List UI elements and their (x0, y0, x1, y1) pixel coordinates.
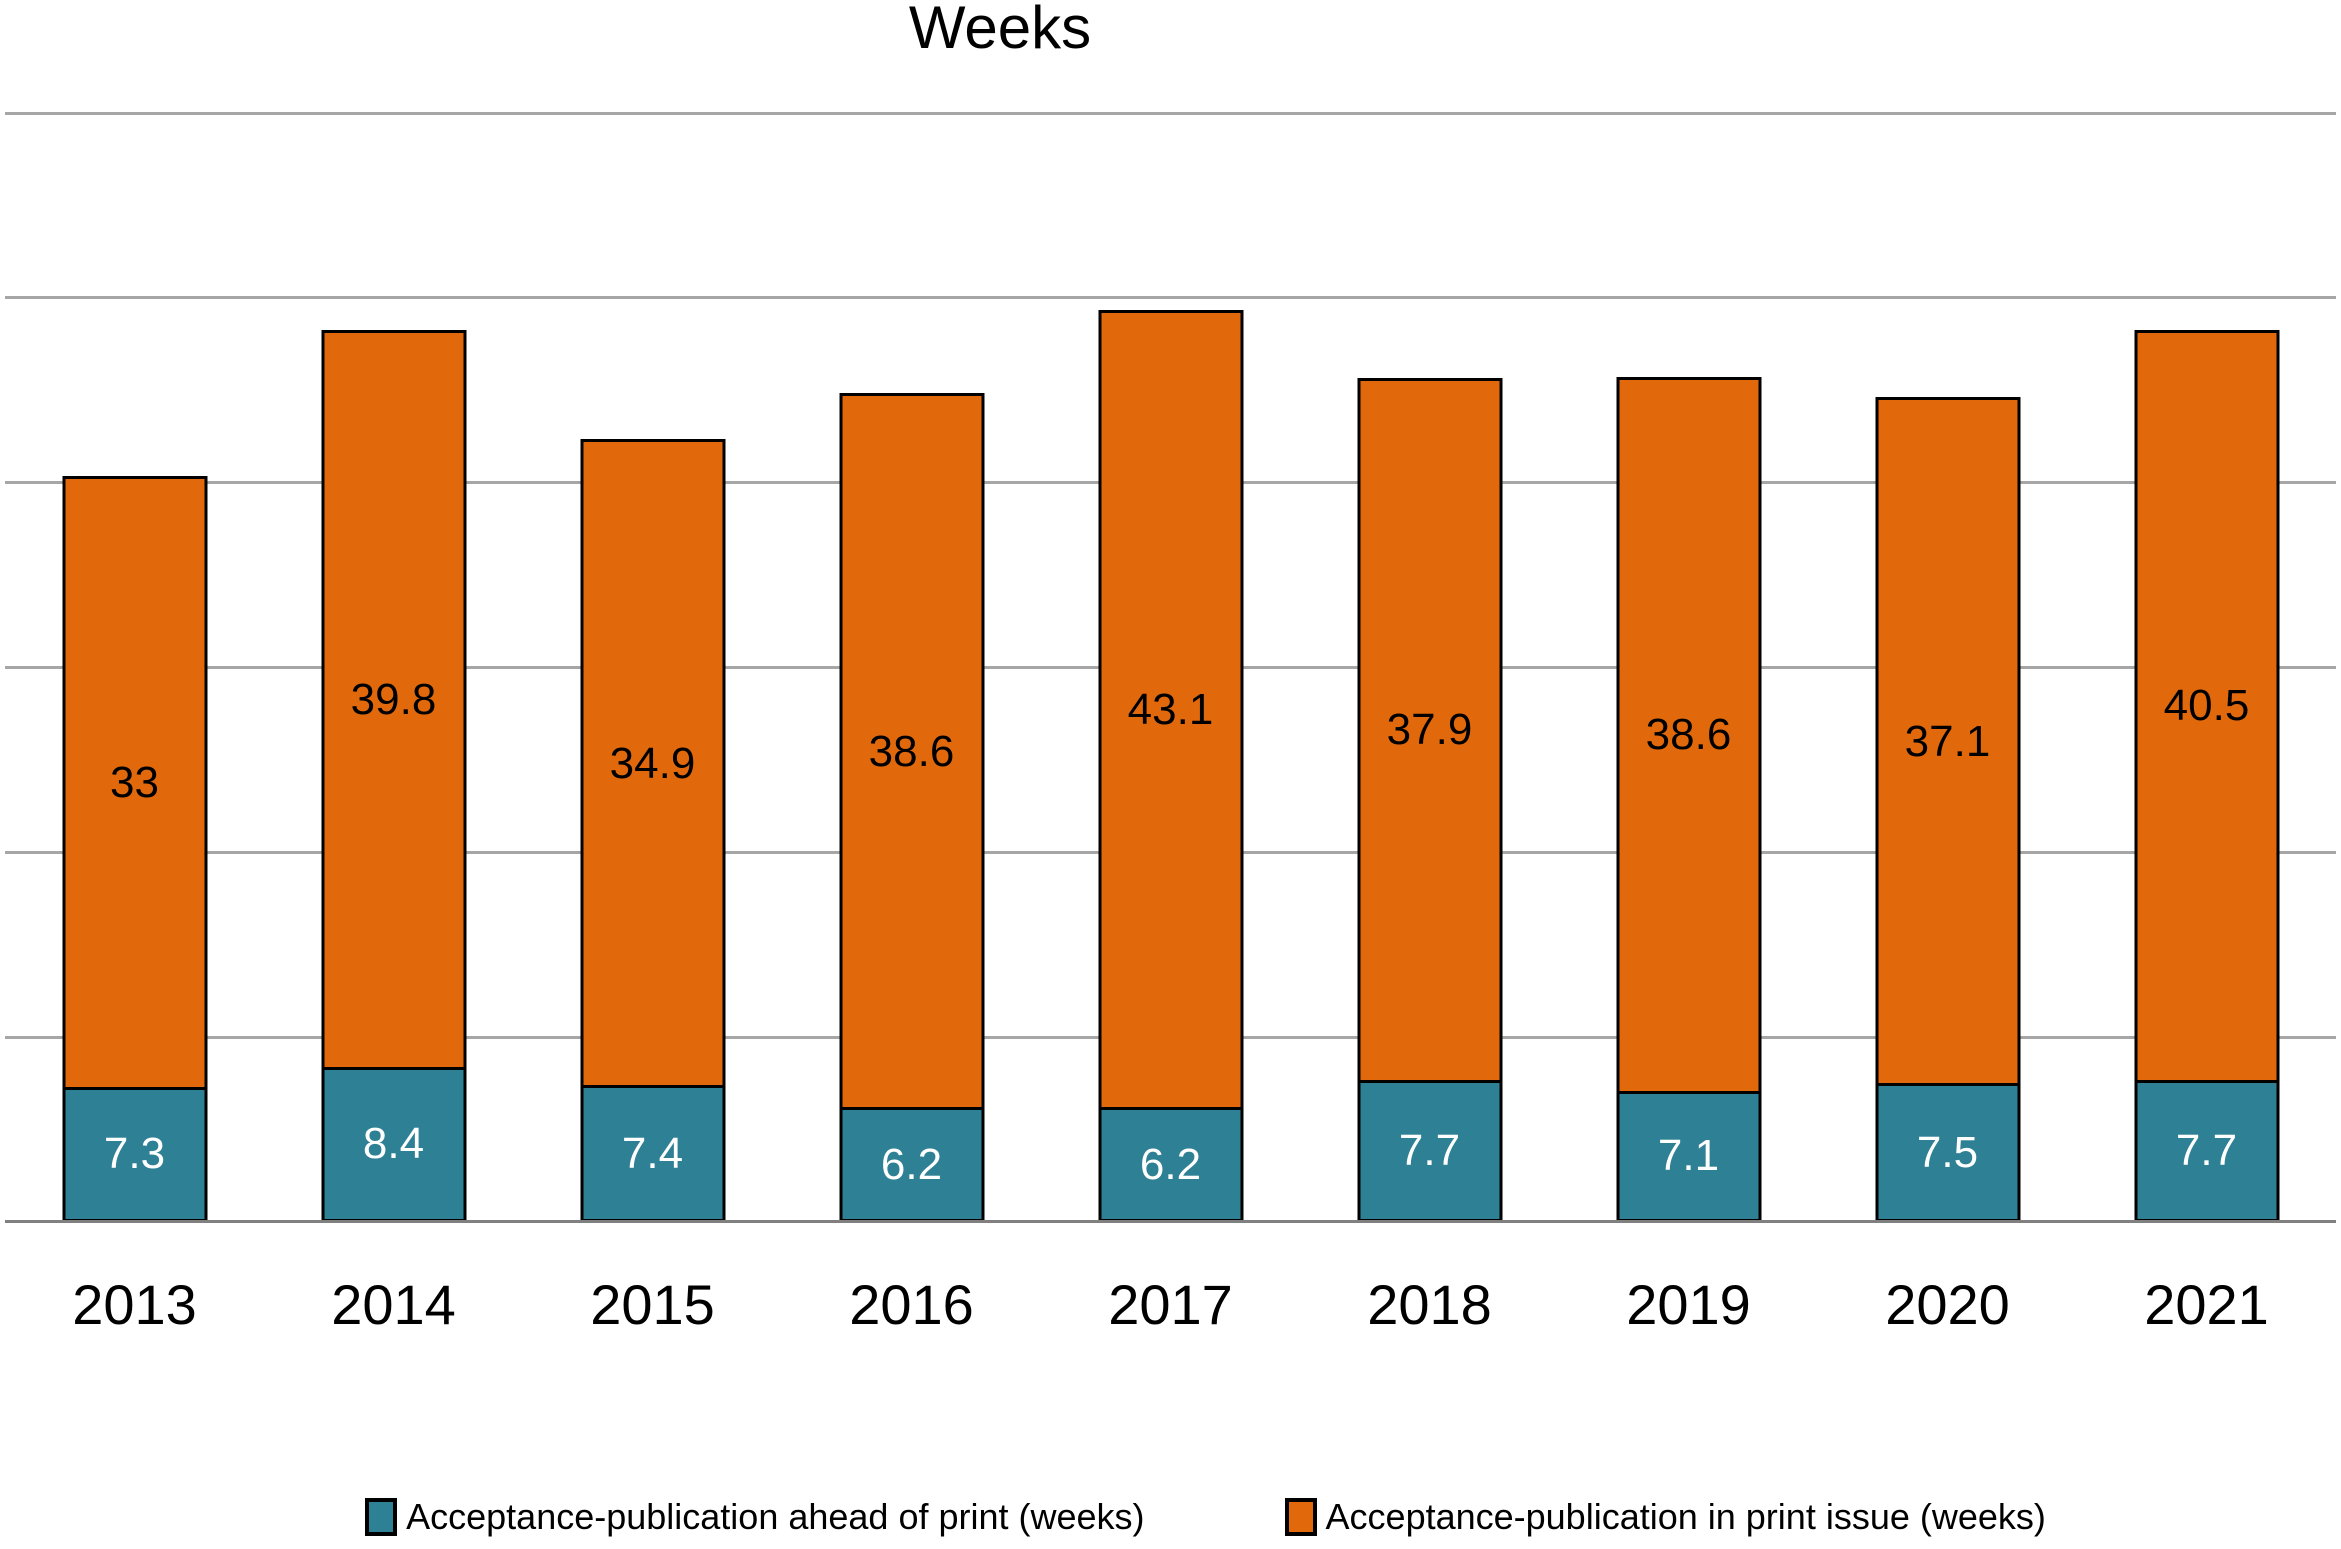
legend-swatch-ahead-of-print-icon (365, 1498, 398, 1536)
bar-slot-2017: 43.1 6.2 (1041, 112, 1300, 1222)
value-label-in-print-2016: 38.6 (868, 726, 955, 776)
segment-in-print-2014: 39.8 (324, 333, 463, 1070)
value-label-ahead-of-print-2014: 8.4 (362, 1119, 425, 1169)
bar-2016: 38.6 6.2 (839, 393, 984, 1222)
value-label-ahead-of-print-2016: 6.2 (880, 1139, 943, 1189)
x-axis-label-2013: 2013 (72, 1273, 197, 1336)
x-axis-label-2016: 2016 (849, 1273, 974, 1336)
segment-in-print-2016: 38.6 (842, 396, 981, 1111)
bar-slot-2018: 37.9 7.7 (1300, 112, 1559, 1222)
bar-2021: 40.5 7.7 (2134, 330, 2279, 1222)
value-label-ahead-of-print-2020: 7.5 (1916, 1127, 1979, 1177)
value-label-in-print-2021: 40.5 (2163, 681, 2250, 731)
value-label-in-print-2020: 37.1 (1904, 716, 1991, 766)
segment-ahead-of-print-2014: 8.4 (324, 1069, 463, 1219)
bar-slot-2014: 39.8 8.4 (264, 112, 523, 1222)
bar-2013: 33 7.3 (62, 476, 207, 1222)
bar-2015: 34.9 7.4 (580, 439, 725, 1222)
legend-item-in-print-issue: Acceptance-publication in print issue (w… (1284, 1496, 2046, 1538)
x-axis-label-2021: 2021 (2144, 1273, 2269, 1336)
legend-swatch-in-print-issue-icon (1284, 1498, 1317, 1536)
legend-label-ahead-of-print: Acceptance-publication ahead of print (w… (406, 1496, 1145, 1537)
segment-ahead-of-print-2017: 6.2 (1101, 1110, 1240, 1219)
value-label-ahead-of-print-2018: 7.7 (1398, 1125, 1461, 1175)
bar-slot-2016: 38.6 6.2 (782, 112, 1041, 1222)
segment-in-print-2018: 37.9 (1360, 381, 1499, 1083)
legend: Acceptance-publication ahead of print (w… (0, 1492, 2341, 1542)
segment-in-print-2013: 33 (65, 479, 204, 1090)
segment-ahead-of-print-2013: 7.3 (65, 1089, 204, 1219)
chart-title: Weeks (908, 0, 1092, 61)
value-label-in-print-2015: 34.9 (609, 738, 696, 788)
segment-in-print-2019: 38.6 (1619, 379, 1758, 1094)
value-label-in-print-2013: 33 (110, 758, 159, 808)
bar-slot-2013: 33 7.3 (5, 112, 264, 1222)
segment-in-print-2020: 37.1 (1878, 399, 2017, 1087)
legend-item-ahead-of-print: Acceptance-publication ahead of print (w… (365, 1496, 1145, 1538)
bar-slot-2019: 38.6 7.1 (1559, 112, 1818, 1222)
segment-ahead-of-print-2018: 7.7 (1360, 1082, 1499, 1219)
value-label-in-print-2017: 43.1 (1127, 685, 1214, 735)
x-axis-line (5, 1220, 2336, 1223)
bar-2018: 37.9 7.7 (1357, 378, 1502, 1222)
plot-area: 33 7.3 39.8 8.4 34.9 7.4 38.6 6.2 43.1 6.2 37.9 7.7… (5, 112, 2336, 1223)
bar-2019: 38.6 7.1 (1616, 376, 1761, 1222)
gridline-50 (5, 295, 2336, 299)
bar-slot-2015: 34.9 7.4 (523, 112, 782, 1222)
bar-slot-2021: 40.5 7.7 (2077, 112, 2336, 1222)
segment-ahead-of-print-2021: 7.7 (2137, 1082, 2276, 1219)
x-axis-label-2015: 2015 (590, 1273, 715, 1336)
legend-label-in-print-issue: Acceptance-publication in print issue (w… (1325, 1496, 2046, 1537)
segment-ahead-of-print-2019: 7.1 (1619, 1093, 1758, 1219)
bar-2014: 39.8 8.4 (321, 330, 466, 1222)
value-label-in-print-2014: 39.8 (350, 674, 437, 724)
bar-2017: 43.1 6.2 (1098, 309, 1243, 1222)
value-label-ahead-of-print-2021: 7.7 (2175, 1125, 2238, 1175)
bar-slot-2020: 37.1 7.5 (1818, 112, 2077, 1222)
x-axis-label-2020: 2020 (1885, 1273, 2010, 1336)
value-label-in-print-2019: 38.6 (1645, 710, 1732, 760)
x-axis-label-2017: 2017 (1108, 1273, 1233, 1336)
segment-in-print-2017: 43.1 (1101, 312, 1240, 1111)
segment-in-print-2015: 34.9 (583, 442, 722, 1089)
value-label-ahead-of-print-2019: 7.1 (1657, 1131, 1720, 1181)
bars-layer: 33 7.3 39.8 8.4 34.9 7.4 38.6 6.2 43.1 6.2 37.9 7.7… (5, 112, 2336, 1222)
x-axis-labels: 2013 2014 2015 2016 2017 2018 2019 2020 2021 (5, 1272, 2336, 1337)
x-axis-label-2014: 2014 (331, 1273, 456, 1336)
value-label-in-print-2018: 37.9 (1386, 705, 1473, 755)
segment-ahead-of-print-2015: 7.4 (583, 1088, 722, 1219)
segment-ahead-of-print-2016: 6.2 (842, 1110, 981, 1219)
bar-2020: 37.1 7.5 (1875, 396, 2020, 1222)
value-label-ahead-of-print-2015: 7.4 (621, 1128, 684, 1178)
segment-in-print-2021: 40.5 (2137, 333, 2276, 1083)
x-axis-label-2018: 2018 (1367, 1273, 1492, 1336)
value-label-ahead-of-print-2017: 6.2 (1139, 1139, 1202, 1189)
value-label-ahead-of-print-2013: 7.3 (103, 1129, 166, 1179)
gridline-60 (5, 112, 2336, 115)
segment-ahead-of-print-2020: 7.5 (1878, 1086, 2017, 1219)
x-axis-label-2019: 2019 (1626, 1273, 1751, 1336)
